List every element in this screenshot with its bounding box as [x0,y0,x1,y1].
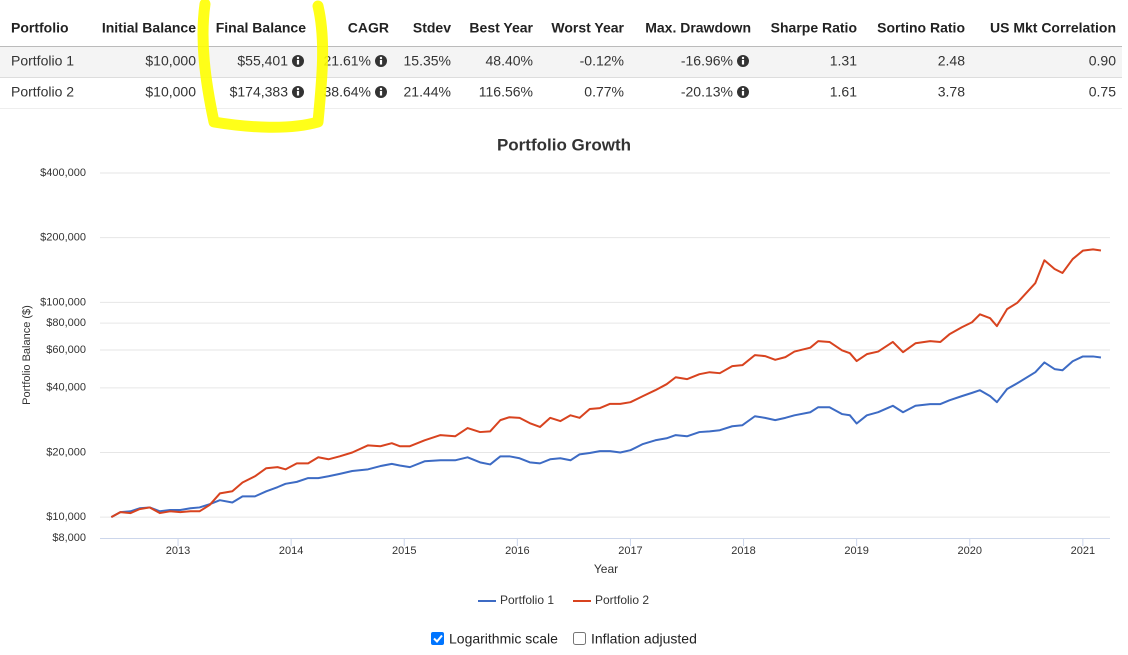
info-icon[interactable] [292,86,304,98]
checkbox-box [573,632,586,645]
info-icon-dot [741,87,745,91]
table-cell: 48.40% [486,53,533,69]
legend-label[interactable]: Portfolio 1 [500,593,554,607]
y-tick-label: $200,000 [40,232,86,244]
series-line [110,355,1102,519]
info-icon[interactable] [375,55,387,67]
table-cell: 21.44% [404,84,451,100]
y-tick-label: $80,000 [46,317,86,329]
y-tick-label: $60,000 [46,344,86,356]
checkbox-check [433,634,443,643]
y-tick-label: $100,000 [40,296,86,308]
info-icon-bar [296,60,300,65]
checkbox-label[interactable]: Inflation adjusted [591,631,697,647]
x-tick-label: 2013 [166,545,190,557]
table-cell: 116.56% [479,84,533,100]
table-cell: 0.77% [584,84,624,100]
info-icon-dot [296,87,300,91]
table-cell: 0.75 [1089,84,1116,100]
table-cell: $10,000 [145,53,196,69]
info-icon[interactable] [375,86,387,98]
column-header: Best Year [469,20,533,36]
table-cell: $10,000 [145,84,196,100]
y-tick-label: $400,000 [40,167,86,179]
info-icon-bar [741,91,745,96]
table-cell: $55,401 [237,53,288,69]
checkbox[interactable]: Inflation adjusted [573,631,697,647]
table-cell: 1.31 [830,53,857,69]
column-header: Sharpe Ratio [771,20,857,36]
info-icon[interactable] [737,86,749,98]
table-cell: -0.12% [580,53,624,69]
legend-label[interactable]: Portfolio 2 [595,593,649,607]
chart-title: Portfolio Growth [497,135,631,154]
info-icon-bar [296,91,300,96]
x-tick-label: 2019 [844,545,868,557]
column-header: Sortino Ratio [877,20,965,36]
x-tick-label: 2020 [958,545,982,557]
column-header: US Mkt Correlation [990,20,1116,36]
info-icon-bar [741,60,745,65]
table: Portfolio Initial Balance Final Balance CAG… [11,20,1116,100]
table-cell: 3.78 [938,84,965,100]
info-icon-bar [379,60,383,65]
y-tick-label: $10,000 [46,511,86,523]
y-tick-label: $40,000 [46,382,86,394]
column-header: Worst Year [551,20,624,36]
table-cell: 1.61 [830,84,857,100]
table-cell: -20.13% [681,84,733,100]
info-icon-dot [379,56,383,60]
y-tick-label: $8,000 [52,532,86,544]
column-header: Stdev [413,20,451,36]
x-tick-label: 2015 [392,545,416,557]
table-cell: 15.35% [404,53,451,69]
y-axis-label: Portfolio Balance ($) [21,305,33,405]
column-header: Portfolio [11,20,69,36]
x-axis-label: Year [594,562,618,576]
info-icon-dot [379,87,383,91]
table-cell: $174,383 [230,84,289,100]
x-tick-label: 2018 [731,545,755,557]
highlight-annotation [197,0,329,133]
row-background [0,47,1122,77]
x-tick-label: 2014 [279,545,303,557]
checkbox[interactable]: Logarithmic scale [431,631,558,647]
x-tick-label: 2017 [618,545,642,557]
info-icon[interactable] [737,55,749,67]
table-cell: 2.48 [938,53,965,69]
table-cell: 0.90 [1089,53,1116,69]
info-icon-dot [296,56,300,60]
column-header: Initial Balance [102,20,196,36]
table-cell: 38.64% [324,84,371,100]
x-tick-label: 2021 [1071,545,1095,557]
series-line [110,248,1102,519]
column-header: Max. Drawdown [645,20,751,36]
column-header: CAGR [348,20,389,36]
table-cell: Portfolio 1 [11,53,74,69]
info-icon[interactable] [292,55,304,67]
table-cell: -16.96% [681,53,733,69]
y-tick-label: $20,000 [46,446,86,458]
checkbox-box [431,632,444,645]
info-icon-bar [379,91,383,96]
chart: $8,000 $10,000 $20,000 $40,000 $60,000 $80,00… [40,167,1110,607]
x-tick-label: 2016 [505,545,529,557]
checkbox-label[interactable]: Logarithmic scale [449,631,558,647]
column-header: Final Balance [216,20,306,36]
table-cell: 21.61% [324,53,371,69]
table-cell: Portfolio 2 [11,84,74,100]
info-icon-dot [741,56,745,60]
